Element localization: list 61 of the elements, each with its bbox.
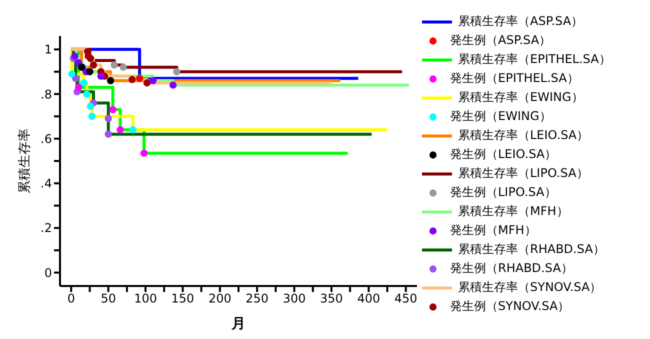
point <box>143 79 151 86</box>
x-tick-label: 250 <box>246 292 269 306</box>
point <box>106 77 114 84</box>
x-tick-label: 100 <box>134 292 157 306</box>
point <box>169 82 177 89</box>
x-tick-label: 300 <box>282 292 306 306</box>
legend-label: 累積生存率（SYNOV.SA） <box>458 279 602 296</box>
legend-label: 発生例（LEIO.SA） <box>450 146 557 163</box>
y-tick-label: .2 <box>40 221 52 236</box>
point <box>149 77 157 84</box>
point <box>136 74 144 82</box>
x-tick-label: 450 <box>394 292 418 306</box>
legend-label: 累積生存率（LEIO.SA） <box>458 127 589 144</box>
legend-label: 累積生存率（MFH） <box>458 203 568 220</box>
x-tick-label: 0 <box>67 292 75 306</box>
y-tick-label: 0 <box>44 266 52 280</box>
point <box>140 150 148 157</box>
x-tick-label: 200 <box>208 292 232 306</box>
point <box>68 70 76 78</box>
x-axis-title: 月 <box>230 316 246 332</box>
point <box>86 102 94 110</box>
y-tick-label: .8 <box>40 87 52 102</box>
y-tick-label: .6 <box>40 132 52 146</box>
point <box>88 112 96 120</box>
point <box>72 74 80 82</box>
point <box>83 90 90 98</box>
point <box>116 126 124 134</box>
legend-label: 発生例（RHABD.SA） <box>450 260 573 277</box>
legend-label: 発生例（EWING） <box>450 108 552 125</box>
point <box>86 54 94 62</box>
point <box>128 76 136 84</box>
x-tick-label: 350 <box>320 292 343 306</box>
legend-label: 発生例（ASP.SA） <box>450 32 552 49</box>
point <box>104 114 112 122</box>
y-tick-label: 1 <box>44 42 52 57</box>
legend-label: 発生例（LIPO.SA） <box>450 184 556 201</box>
point <box>86 68 94 76</box>
point <box>97 72 105 80</box>
x-tick-label: 400 <box>357 292 380 306</box>
point <box>104 130 112 138</box>
y-tick-label: .4 <box>40 176 52 191</box>
point <box>71 52 78 60</box>
point <box>110 61 118 69</box>
legend-label: 累積生存率（RHABD.SA） <box>458 241 605 258</box>
y-axis-title: 累積生存率 <box>16 128 33 194</box>
legend-label: 発生例（SYNOV.SA） <box>450 298 570 315</box>
point <box>173 68 180 76</box>
point <box>80 79 88 86</box>
point <box>109 106 116 114</box>
legend-label: 累積生存率（LIPO.SA） <box>458 165 588 182</box>
legend-label: 累積生存率（EWING） <box>458 89 584 106</box>
point <box>120 64 127 71</box>
legend-label: 累積生存率（EPITHEL.SA） <box>458 51 611 68</box>
legend-label: 発生例（EPITHEL.SA） <box>450 70 579 87</box>
legend-label: 累積生存率（ASP.SA） <box>458 13 584 30</box>
point <box>129 126 136 134</box>
x-tick-label: 150 <box>171 292 194 306</box>
point <box>74 84 82 91</box>
legend-label: 発生例（MFH） <box>450 222 536 239</box>
x-tick-label: 50 <box>100 292 116 306</box>
point <box>90 61 98 69</box>
